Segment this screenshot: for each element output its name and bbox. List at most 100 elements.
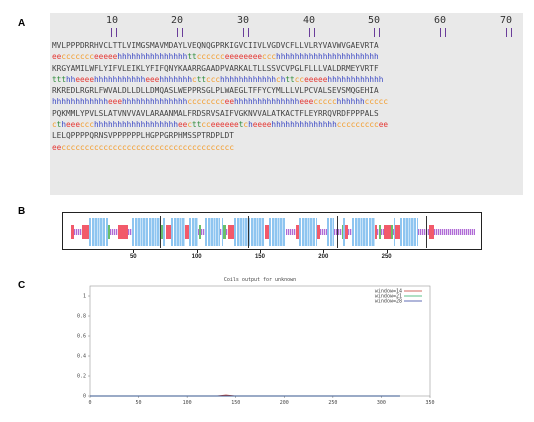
y-tick-label: 0.8 <box>77 314 86 320</box>
strand-segment <box>296 225 299 239</box>
strand-segment <box>374 225 378 239</box>
turn-segment <box>391 225 393 239</box>
structure-run: cccccccc <box>187 97 225 107</box>
coils-chart: Coils output for unknown 0 50 100 150 200 250 3… <box>77 277 435 406</box>
coil-segment <box>286 229 297 235</box>
chart-title: Coils output for unknown <box>224 277 296 283</box>
sequence-line: KRGYAMILWFLYIFVLEIKLYFIFQNYKAARRGAADPVAR… <box>52 63 379 73</box>
strand-segment <box>316 225 321 239</box>
strand-segment <box>264 225 269 239</box>
ruler-label: 70 <box>500 15 513 26</box>
structure-run: eeeee <box>94 52 118 62</box>
structure-run: hh <box>66 74 76 84</box>
structure-run: eee <box>299 97 314 107</box>
y-tick-label: 0.6 <box>77 334 86 340</box>
structure-run: hhhhhhhhhhhhhh <box>234 97 300 107</box>
coil-segment <box>73 229 83 235</box>
track-axis-label: 150 <box>254 254 265 260</box>
ruler-label: 60 <box>434 15 447 26</box>
structure-run: ttt <box>52 74 66 84</box>
ruler-tick <box>440 28 446 37</box>
structure-line: eeccccccceeeeehhhhhhhhhhhhhhhttcccccceee… <box>52 51 388 62</box>
track-separator <box>336 216 338 248</box>
panel-label-b: B <box>18 206 26 217</box>
coils-chart-panel: Coils output for unknown 0 50 100 150 200 250 3… <box>60 272 510 417</box>
x-tick-label: 300 <box>377 400 386 406</box>
structure-run: cc <box>201 120 211 130</box>
panel-label-c: C <box>18 280 26 291</box>
coil-segment <box>127 229 132 235</box>
structure-run: eee <box>66 120 81 130</box>
structure-run: hhhhhhh <box>159 74 193 84</box>
structure-run: ee <box>52 142 62 152</box>
sequence-panel: 10 20 30 40 50 60 70 MVLPPPDRRHVCLTTLVIM… <box>50 13 523 195</box>
structure-run: ccccc <box>364 97 389 107</box>
structure-run: c <box>52 120 57 130</box>
y-tick-label: 0 <box>83 394 86 400</box>
track-axis-tick <box>259 250 261 253</box>
structure-line: ttthheeeehhhhhhhhhhheeehhhhhhhcttccchhhh… <box>52 74 388 85</box>
ruler-label: 20 <box>171 15 184 26</box>
ruler-tick <box>309 28 315 37</box>
structure-run: eeee <box>75 74 95 84</box>
track-axis-tick <box>323 250 325 253</box>
helix-segment <box>163 218 166 246</box>
structure-run: eeee <box>252 120 272 130</box>
coil-segment <box>320 229 327 235</box>
structure-run: hhhhhh <box>336 97 365 107</box>
structure-run: tt <box>285 74 295 84</box>
helix-segment <box>221 218 223 246</box>
structure-run: hhhhhhhhhhhh <box>327 74 384 84</box>
structure-line: hhhhhhhhhhhheeehhhhhhhhhhhhhhcccccccceeh… <box>52 96 388 107</box>
helix-segment <box>352 218 375 246</box>
ruler-tick <box>177 28 183 37</box>
strand-segment <box>383 225 392 239</box>
structure-run: t <box>238 120 244 130</box>
helix-segment <box>234 218 265 246</box>
structure-run: hhhhhhhhhhhhhhhhhh <box>94 120 179 130</box>
coil-segment <box>434 229 475 235</box>
track-axis-label: 200 <box>318 254 329 260</box>
coil-segment <box>392 229 394 235</box>
structure-run: c <box>243 120 249 130</box>
structure-run: tt <box>196 74 207 84</box>
strand-segment <box>117 225 128 239</box>
structure-run: hhhhhhhhhhhhhhh <box>117 52 188 62</box>
structure-run: ee <box>52 52 62 62</box>
structure-line: ctheeeccchhhhhhhhhhhhhhhhhheecttcceeeeee… <box>52 119 388 130</box>
turn-segment <box>198 225 202 239</box>
helix-segment <box>393 218 396 246</box>
turn-segment <box>159 225 164 239</box>
structure-run: eee <box>145 74 160 84</box>
structure-run: tt <box>187 52 197 62</box>
structure-run: ccccc <box>313 97 337 107</box>
helix-segment <box>298 218 317 246</box>
x-tick-label: 150 <box>231 400 240 406</box>
structure-run: c <box>276 74 281 84</box>
structure-run: hhhhhhhhhhhhhhhhhhhhhh <box>276 52 379 62</box>
track-axis-label: 250 <box>381 254 392 260</box>
coil-segment <box>225 229 229 235</box>
helix-segment <box>188 218 198 246</box>
strand-segment <box>165 225 172 239</box>
structure-run: eeeee <box>304 74 328 84</box>
y-tick-label: 0.2 <box>77 374 86 380</box>
helix-segment <box>131 218 160 246</box>
strand-segment <box>82 225 89 239</box>
structure-track-panel: 50 100 150 200 250 <box>62 212 482 264</box>
structure-run: h <box>280 74 286 84</box>
coil-segment <box>334 229 343 235</box>
structure-run: ee <box>378 120 389 130</box>
structure-run: hhhhhhhhhhhh <box>220 74 277 84</box>
structure-run: h <box>61 120 67 130</box>
structure-run: tt <box>192 120 202 130</box>
structure-run: ccc <box>206 74 221 84</box>
strand-segment <box>344 225 349 239</box>
track-separator <box>248 216 250 248</box>
coil-segment <box>348 229 353 235</box>
x-tick-label: 350 <box>425 400 434 406</box>
x-tick-label: 250 <box>328 400 337 406</box>
structure-run: ee <box>178 120 188 130</box>
structure-run: hhhhhhhhhhhhhh <box>122 97 188 107</box>
structure-run: ccccccc <box>61 52 95 62</box>
